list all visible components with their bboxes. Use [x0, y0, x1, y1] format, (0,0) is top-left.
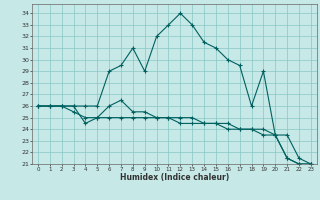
X-axis label: Humidex (Indice chaleur): Humidex (Indice chaleur) — [120, 173, 229, 182]
